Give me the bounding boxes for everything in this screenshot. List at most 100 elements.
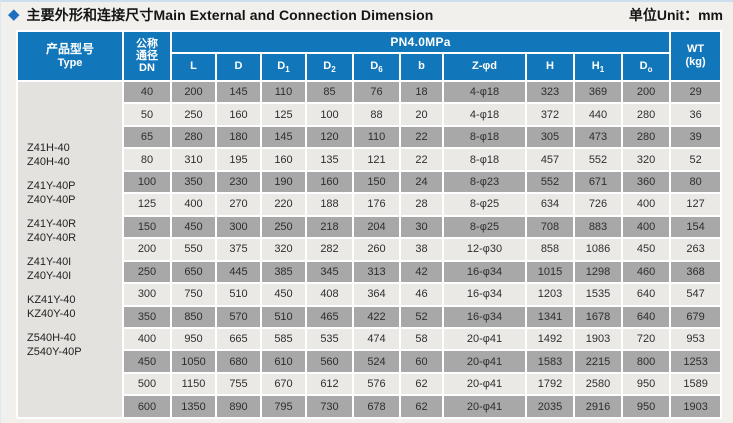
dimension-value-cell: 850 [170, 304, 217, 330]
dimension-value-cell: 1086 [573, 237, 623, 262]
dimension-value-cell: 38 [399, 237, 444, 262]
dimension-value-cell: 260 [352, 237, 401, 262]
type-models-cell: Z41H-40 Z40H-40 Z41Y-40P Z40Y-40P Z41Y-40R Z4… [16, 80, 124, 419]
type-model-label: Z40H-40 [27, 155, 70, 168]
dn-value-cell: 40 [122, 79, 172, 105]
dimension-value-cell: 12-φ30 [442, 237, 527, 262]
dimension-value-cell: 364 [352, 282, 401, 307]
type-model-label: KZ40Y-40 [27, 307, 76, 320]
column-header-D: D [215, 52, 262, 82]
type-model-group: Z41H-40 Z40H-40 [27, 141, 121, 169]
dimension-value-cell: 4-φ18 [442, 102, 527, 127]
dimension-value-cell: 20 [399, 102, 444, 127]
dimension-value-cell: 8-φ18 [442, 147, 527, 172]
type-model-label: Z41H-40 [27, 141, 70, 154]
dimension-value-cell: 552 [573, 147, 623, 172]
type-model-label: Z41Y-40I [27, 255, 72, 268]
dn-value-cell: 600 [122, 394, 172, 419]
dimension-value-cell: 1050 [170, 349, 217, 374]
dimension-value-cell: 218 [305, 214, 354, 240]
dn-value-cell: 450 [122, 349, 172, 374]
dimension-value-cell: 2215 [573, 349, 623, 374]
dn-value-cell: 150 [122, 214, 172, 240]
dimension-value-cell: 450 [620, 237, 672, 262]
dimension-value-cell: 369 [573, 79, 623, 105]
dimension-value-cell: 547 [669, 282, 723, 307]
column-header-D2: D2 [305, 52, 354, 82]
dimension-value-cell: 345 [305, 259, 354, 285]
table-row: 50 250 160 125 100 88 20 4-φ18 372 440 280 36 [17, 102, 723, 127]
dimension-value-cell: 46 [399, 282, 444, 307]
table-row: Z41H-40 Z40H-40 Z41Y-40P Z40Y-40P Z41Y-40R Z4… [16, 79, 723, 419]
dimension-value-cell: 16-φ34 [442, 304, 527, 330]
table-row: 80 310 195 160 135 121 22 8-φ18 457 552 320 52 [17, 147, 723, 172]
dimension-value-cell: 8-φ25 [442, 214, 527, 240]
dimension-value-cell: 121 [352, 147, 401, 172]
dimension-value-cell: 610 [260, 349, 307, 374]
dimension-value-cell: 250 [260, 214, 307, 240]
type-model-label: Z40Y-40P [27, 193, 76, 206]
type-header-cn: 产品型号 [45, 42, 94, 56]
dimension-value-cell: 510 [215, 282, 262, 307]
wt-header-label: WT [687, 43, 705, 55]
column-header-L: L [170, 52, 217, 82]
dimension-value-cell: 263 [669, 237, 723, 262]
dimension-value-cell: 375 [215, 237, 262, 262]
dimension-value-cell: 634 [525, 192, 575, 217]
dimension-value-cell: 305 [525, 124, 575, 150]
dimension-value-cell: 400 [620, 192, 672, 217]
dimension-value-cell: 1350 [170, 394, 217, 419]
dimension-value-cell: 360 [620, 169, 672, 195]
dimension-table-container: 产品型号 Type 公称 通径 DN PN4.0MPa WT (kg) L D … [16, 30, 723, 419]
dimension-value-cell: 62 [399, 371, 444, 397]
column-header-H: H [525, 52, 575, 82]
dn-value-cell: 100 [122, 169, 172, 195]
dimension-value-cell: 650 [170, 259, 217, 285]
dimension-value-cell: 76 [352, 79, 401, 105]
dimension-value-cell: 145 [260, 124, 307, 150]
dimension-value-cell: 60 [399, 349, 444, 374]
dimension-value-cell: 2035 [525, 394, 575, 419]
dimension-value-cell: 300 [215, 214, 262, 240]
dimension-value-cell: 726 [573, 192, 623, 217]
dimension-value-cell: 120 [305, 124, 354, 150]
title-bar: ◆ 主要外形和连接尺寸Main External and Connection … [8, 5, 723, 25]
table-row: 350 850 570 510 465 422 52 16-φ34 1341 1678 640 679 [17, 304, 723, 330]
dimension-value-cell: 1341 [525, 304, 575, 330]
unit-label: 单位Unit：mm [628, 7, 723, 23]
dimension-value-cell: 160 [305, 169, 354, 195]
dimension-value-cell: 680 [215, 349, 262, 374]
table-row: 300 750 510 450 408 364 46 16-φ34 1203 1535 640 547 [17, 282, 723, 307]
dimension-value-cell: 154 [669, 214, 723, 240]
dimension-value-cell: 180 [215, 124, 262, 150]
dimension-value-cell: 440 [573, 102, 623, 127]
column-header-type: 产品型号 Type [16, 30, 124, 82]
dimension-value-cell: 58 [399, 326, 444, 352]
dimension-value-cell: 160 [215, 102, 262, 127]
dimension-value-cell: 1903 [573, 326, 623, 352]
column-header-b: b [399, 52, 444, 82]
dimension-value-cell: 2916 [573, 394, 623, 419]
dimension-value-cell: 524 [352, 349, 401, 374]
dimension-value-cell: 950 [170, 326, 217, 352]
dimension-value-cell: 552 [525, 169, 575, 195]
dimension-value-cell: 250 [170, 102, 217, 127]
dn-value-cell: 250 [122, 259, 172, 285]
dn-value-cell: 400 [122, 326, 172, 352]
dn-header-line: 公称 [136, 38, 158, 50]
dimension-value-cell: 270 [215, 192, 262, 217]
dimension-value-cell: 1583 [525, 349, 575, 374]
dimension-value-cell: 576 [352, 371, 401, 397]
dimension-value-cell: 800 [620, 349, 672, 374]
table-row: 65 280 180 145 120 110 22 8-φ18 305 473 280 39 [17, 124, 723, 150]
dimension-value-cell: 323 [525, 79, 575, 105]
dimension-value-cell: 4-φ18 [442, 79, 527, 105]
dimension-value-cell: 200 [620, 79, 672, 105]
dn-value-cell: 300 [122, 282, 172, 307]
dimension-value-cell: 110 [352, 124, 401, 150]
dimension-value-cell: 8-φ25 [442, 192, 527, 217]
dimension-value-cell: 20-φ41 [442, 349, 527, 374]
wt-header-unit: (kg) [685, 56, 706, 68]
dimension-value-cell: 80 [669, 169, 723, 195]
dimension-value-cell: 20-φ41 [442, 371, 527, 397]
